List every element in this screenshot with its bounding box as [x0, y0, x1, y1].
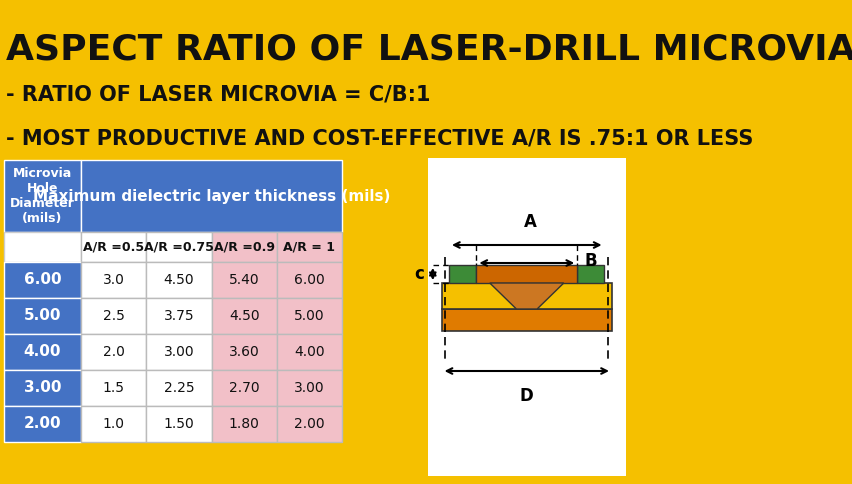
FancyBboxPatch shape [277, 406, 342, 442]
FancyBboxPatch shape [3, 370, 82, 406]
Text: 2.5: 2.5 [103, 309, 125, 323]
Text: 3.0: 3.0 [103, 273, 125, 287]
Text: 1.0: 1.0 [103, 417, 125, 431]
FancyBboxPatch shape [147, 262, 211, 298]
Text: 6.00: 6.00 [24, 272, 61, 287]
Text: 2.00: 2.00 [24, 417, 61, 432]
Text: Maximum dielectric layer thickness (mils): Maximum dielectric layer thickness (mils… [33, 188, 390, 203]
FancyBboxPatch shape [277, 298, 342, 334]
Text: 3.00: 3.00 [294, 381, 325, 395]
FancyBboxPatch shape [211, 334, 277, 370]
FancyBboxPatch shape [82, 262, 147, 298]
Text: 1.80: 1.80 [228, 417, 260, 431]
FancyBboxPatch shape [82, 160, 342, 232]
Text: A/R = 1: A/R = 1 [283, 241, 335, 254]
Text: 5.00: 5.00 [294, 309, 325, 323]
FancyBboxPatch shape [428, 158, 626, 476]
FancyBboxPatch shape [82, 334, 147, 370]
Polygon shape [577, 265, 604, 283]
FancyBboxPatch shape [82, 298, 147, 334]
Text: c: c [414, 265, 424, 283]
Text: 1.50: 1.50 [164, 417, 194, 431]
Text: A/R =0.75: A/R =0.75 [144, 241, 214, 254]
Text: 4.50: 4.50 [164, 273, 194, 287]
Text: 2.00: 2.00 [294, 417, 325, 431]
Polygon shape [441, 309, 612, 331]
Text: 3.60: 3.60 [229, 345, 260, 359]
FancyBboxPatch shape [82, 406, 147, 442]
Text: B: B [584, 252, 597, 270]
Polygon shape [490, 283, 564, 309]
Text: 3.00: 3.00 [164, 345, 194, 359]
FancyBboxPatch shape [3, 262, 82, 298]
Text: 2.70: 2.70 [229, 381, 260, 395]
Text: 2.25: 2.25 [164, 381, 194, 395]
Polygon shape [449, 265, 476, 283]
Text: Microvia
Hole
Diameter
(mils): Microvia Hole Diameter (mils) [10, 167, 75, 225]
Text: 4.50: 4.50 [229, 309, 260, 323]
Text: A/R =0.9: A/R =0.9 [214, 241, 274, 254]
Text: 5.40: 5.40 [229, 273, 260, 287]
FancyBboxPatch shape [211, 406, 277, 442]
Text: - MOST PRODUCTIVE AND COST-EFFECTIVE A/R IS .75:1 OR LESS: - MOST PRODUCTIVE AND COST-EFFECTIVE A/R… [6, 128, 753, 148]
FancyBboxPatch shape [277, 370, 342, 406]
Text: 3.00: 3.00 [24, 380, 61, 395]
FancyBboxPatch shape [277, 232, 342, 262]
FancyBboxPatch shape [3, 232, 82, 262]
Text: 3.75: 3.75 [164, 309, 194, 323]
Text: 1.5: 1.5 [103, 381, 125, 395]
FancyBboxPatch shape [3, 298, 82, 334]
Text: A/R =0.5: A/R =0.5 [83, 241, 145, 254]
Text: D: D [520, 387, 533, 405]
Polygon shape [441, 283, 612, 309]
FancyBboxPatch shape [277, 334, 342, 370]
FancyBboxPatch shape [211, 370, 277, 406]
FancyBboxPatch shape [3, 406, 82, 442]
FancyBboxPatch shape [211, 232, 277, 262]
FancyBboxPatch shape [277, 262, 342, 298]
FancyBboxPatch shape [211, 298, 277, 334]
Text: A: A [524, 213, 537, 231]
FancyBboxPatch shape [3, 160, 82, 232]
FancyBboxPatch shape [82, 370, 147, 406]
Text: 5.00: 5.00 [24, 308, 61, 323]
FancyBboxPatch shape [3, 334, 82, 370]
FancyBboxPatch shape [147, 334, 211, 370]
FancyBboxPatch shape [147, 370, 211, 406]
FancyBboxPatch shape [211, 262, 277, 298]
Text: - RATIO OF LASER MICROVIA = C/B:1: - RATIO OF LASER MICROVIA = C/B:1 [6, 85, 430, 105]
Text: 4.00: 4.00 [294, 345, 325, 359]
Text: ASPECT RATIO OF LASER-DRILL MICROVIAS: ASPECT RATIO OF LASER-DRILL MICROVIAS [6, 33, 852, 67]
FancyBboxPatch shape [147, 298, 211, 334]
Text: 2.0: 2.0 [103, 345, 125, 359]
Text: 4.00: 4.00 [24, 345, 61, 360]
Text: 6.00: 6.00 [294, 273, 325, 287]
FancyBboxPatch shape [147, 406, 211, 442]
Polygon shape [476, 265, 577, 283]
FancyBboxPatch shape [82, 232, 147, 262]
FancyBboxPatch shape [147, 232, 211, 262]
